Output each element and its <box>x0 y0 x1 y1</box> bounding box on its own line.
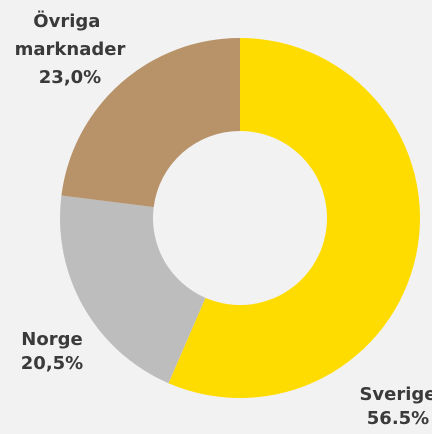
donut-segment <box>168 38 420 398</box>
value-label: 56.5% <box>367 408 429 429</box>
value-label: 23,0% <box>39 67 101 88</box>
label-line: marknader <box>15 39 126 60</box>
segment-label: Sverige <box>359 384 432 405</box>
donut-segment <box>61 38 240 208</box>
label-line: Övriga <box>33 10 106 32</box>
segment-label: Övriga marknader <box>15 10 126 60</box>
segment-label: Norge <box>21 329 82 350</box>
donut-segment <box>59 195 206 384</box>
value-label: 20,5% <box>21 353 83 374</box>
